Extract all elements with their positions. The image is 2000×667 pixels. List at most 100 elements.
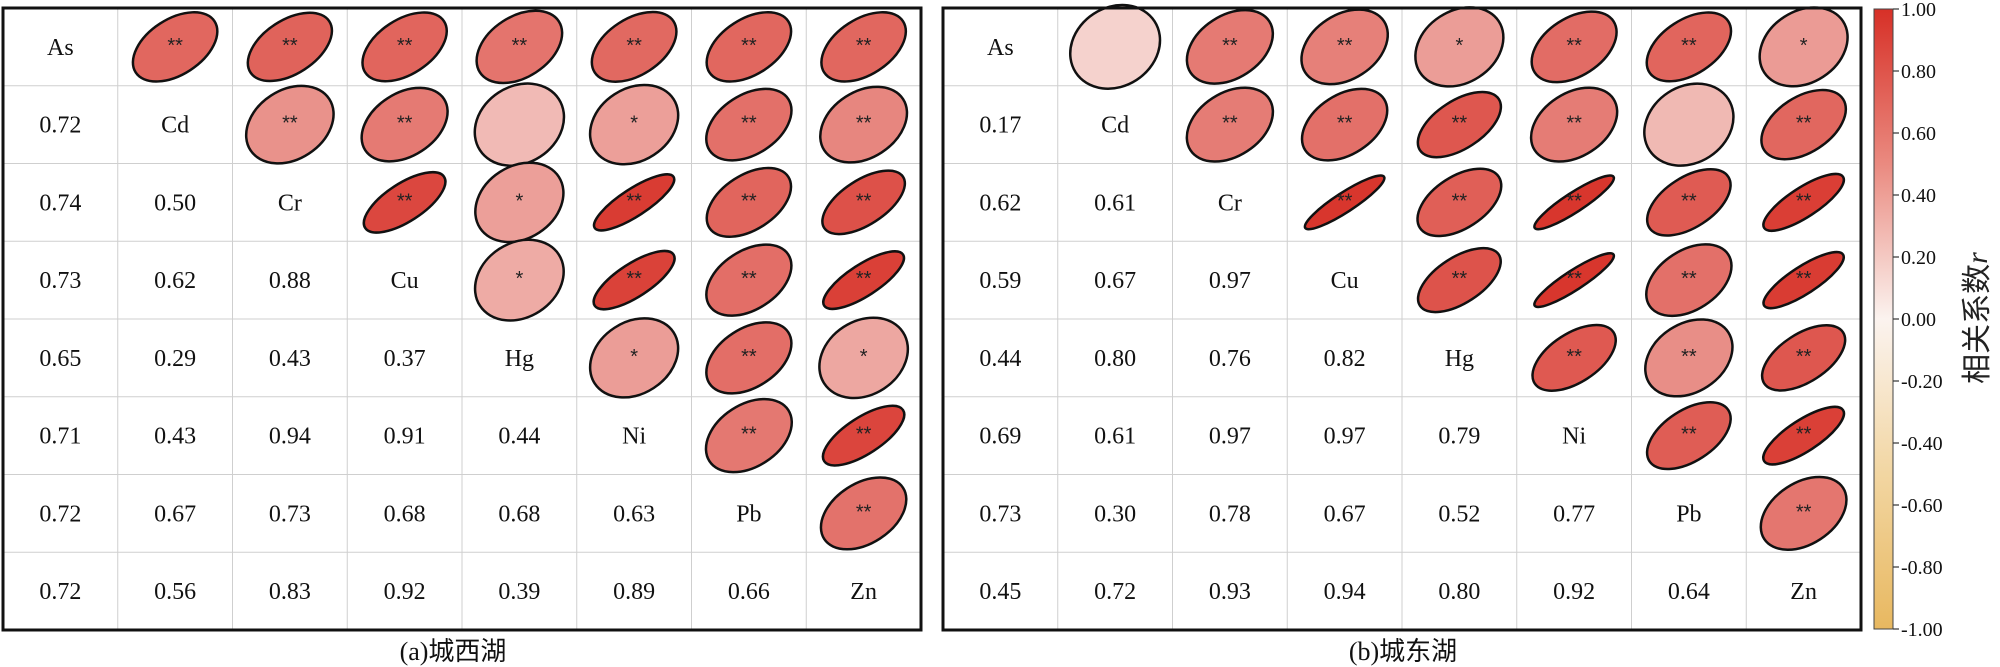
significance-mark: *	[860, 346, 868, 368]
correlation-ellipse	[1645, 11, 1733, 83]
correlation-ellipse	[1759, 475, 1848, 551]
correlation-value-label: 0.43	[154, 424, 196, 450]
correlation-value-label: 0.43	[269, 346, 311, 372]
correlation-value-label: 0.29	[154, 346, 196, 372]
correlation-ellipse	[131, 11, 219, 83]
significance-mark: **	[1452, 268, 1468, 290]
correlation-value-label: 0.37	[384, 346, 426, 372]
significance-mark: **	[1222, 113, 1238, 135]
significance-mark: **	[1681, 190, 1697, 212]
correlation-value-label: 0.79	[1438, 424, 1480, 450]
correlation-value-label: 0.97	[1324, 424, 1366, 450]
caption-a: (a)城西湖	[400, 637, 507, 666]
panel-b-correlogram: As ** ** * ** ** *0.17 Cd ** ** ** ** **0.62 0.61 Cr **…	[941, 3, 1863, 632]
panel-border	[1, 6, 923, 632]
significance-mark: **	[1681, 424, 1697, 446]
correlation-value-label: 0.97	[1209, 424, 1251, 450]
correlation-ellipse	[705, 321, 793, 395]
correlation-ellipse	[1531, 323, 1617, 392]
correlation-value-label: 0.65	[39, 346, 81, 372]
correlation-ellipse	[361, 11, 449, 83]
correlation-ellipse	[821, 404, 906, 467]
significance-mark: **	[856, 424, 872, 446]
significance-mark: **	[167, 35, 183, 57]
significance-mark: **	[856, 190, 872, 212]
variable-label-cd: Cd	[161, 113, 189, 139]
correlation-ellipse	[592, 249, 676, 311]
correlation-value-label: 0.72	[39, 113, 81, 139]
correlation-value-label: 0.62	[154, 268, 196, 294]
correlation-value-label: 0.69	[979, 424, 1021, 450]
correlation-ellipse	[1533, 252, 1616, 309]
correlation-ellipse	[1645, 243, 1733, 318]
correlation-ellipse	[1644, 318, 1734, 398]
correlation-ellipse	[1300, 87, 1389, 162]
correlation-ellipse	[704, 397, 794, 474]
significance-mark: **	[512, 35, 528, 57]
correlation-value-label: 0.80	[1094, 346, 1136, 372]
significance-mark: **	[282, 113, 298, 135]
colorbar-tick-label: -0.80	[1901, 557, 1943, 579]
correlation-value-label: 0.67	[1324, 501, 1366, 527]
significance-mark: **	[626, 268, 642, 290]
significance-mark: **	[397, 35, 413, 57]
correlation-value-label: 0.44	[498, 424, 540, 450]
colorbar-tick-label: -0.40	[1901, 433, 1943, 455]
panel-a-correlogram: As ** ** ** ** ** ** **0.72 Cd ** ** * ** **0.74 0.50 C…	[1, 6, 923, 632]
colorbar-tick-label: 0.20	[1901, 247, 1936, 269]
colorbar-tick-label: 0.40	[1901, 185, 1936, 207]
significance-mark: **	[626, 35, 642, 57]
correlation-value-label: 0.17	[979, 113, 1021, 139]
correlation-ellipse	[1758, 6, 1849, 88]
colorbar-tick-label: 0.00	[1901, 309, 1936, 331]
variable-label-cd: Cd	[1101, 113, 1129, 139]
correlation-ellipse	[1414, 6, 1505, 88]
correlation-ellipse	[1645, 401, 1732, 471]
correlation-value-label: 0.66	[728, 579, 770, 605]
correlation-ellipse	[360, 86, 449, 163]
correlation-value-label: 0.73	[979, 501, 1021, 527]
correlation-value-label: 0.80	[1438, 579, 1480, 605]
significance-mark: **	[1566, 35, 1582, 57]
colorbar-title: 相关系数r	[1961, 252, 1994, 384]
correlation-value-label: 0.30	[1094, 501, 1136, 527]
correlation-value-label: 0.67	[154, 501, 196, 527]
significance-mark: **	[856, 268, 872, 290]
correlation-value-label: 0.93	[1209, 579, 1251, 605]
variable-label-zn: Zn	[850, 579, 877, 605]
correlation-value-label: 0.67	[1094, 268, 1136, 294]
colorbar-tick-label: -0.60	[1901, 495, 1943, 517]
significance-mark: **	[1796, 424, 1812, 446]
correlation-ellipse	[820, 11, 908, 83]
correlation-value-label: 0.83	[269, 579, 311, 605]
correlation-ellipse	[1416, 90, 1503, 159]
significance-mark: **	[1796, 501, 1812, 523]
significance-mark: **	[741, 190, 757, 212]
colorbar: 1.00 0.80 0.60 0.40 0.20 0.00 -0.20 -0.40 -0.60 -…	[1873, 0, 1994, 641]
correlation-value-label: 0.61	[1094, 190, 1136, 216]
correlation-ellipse	[1068, 3, 1162, 90]
correlation-ellipse	[362, 170, 447, 234]
variable-label-as: As	[987, 35, 1014, 61]
correlation-ellipse	[1645, 168, 1732, 237]
significance-mark: **	[397, 113, 413, 135]
colorbar-tick-label: -1.00	[1901, 619, 1943, 641]
correlation-ellipse	[473, 238, 565, 322]
significance-mark: **	[1681, 268, 1697, 290]
correlation-value-label: 0.73	[269, 501, 311, 527]
correlation-ellipse	[1643, 82, 1735, 167]
correlation-value-label: 0.64	[1668, 579, 1710, 605]
correlation-value-label: 0.72	[39, 579, 81, 605]
significance-mark: **	[1566, 113, 1582, 135]
significance-mark: **	[1337, 190, 1353, 212]
correlation-ellipse	[475, 9, 564, 85]
correlation-ellipse	[1530, 10, 1618, 84]
correlation-value-label: 0.91	[384, 424, 426, 450]
significance-mark: *	[1455, 35, 1463, 57]
correlation-ellipse	[705, 11, 793, 83]
variable-label-pb: Pb	[736, 501, 761, 527]
correlation-value-label: 0.52	[1438, 501, 1480, 527]
correlation-ellipse	[1762, 250, 1845, 310]
correlation-value-label: 0.72	[1094, 579, 1136, 605]
